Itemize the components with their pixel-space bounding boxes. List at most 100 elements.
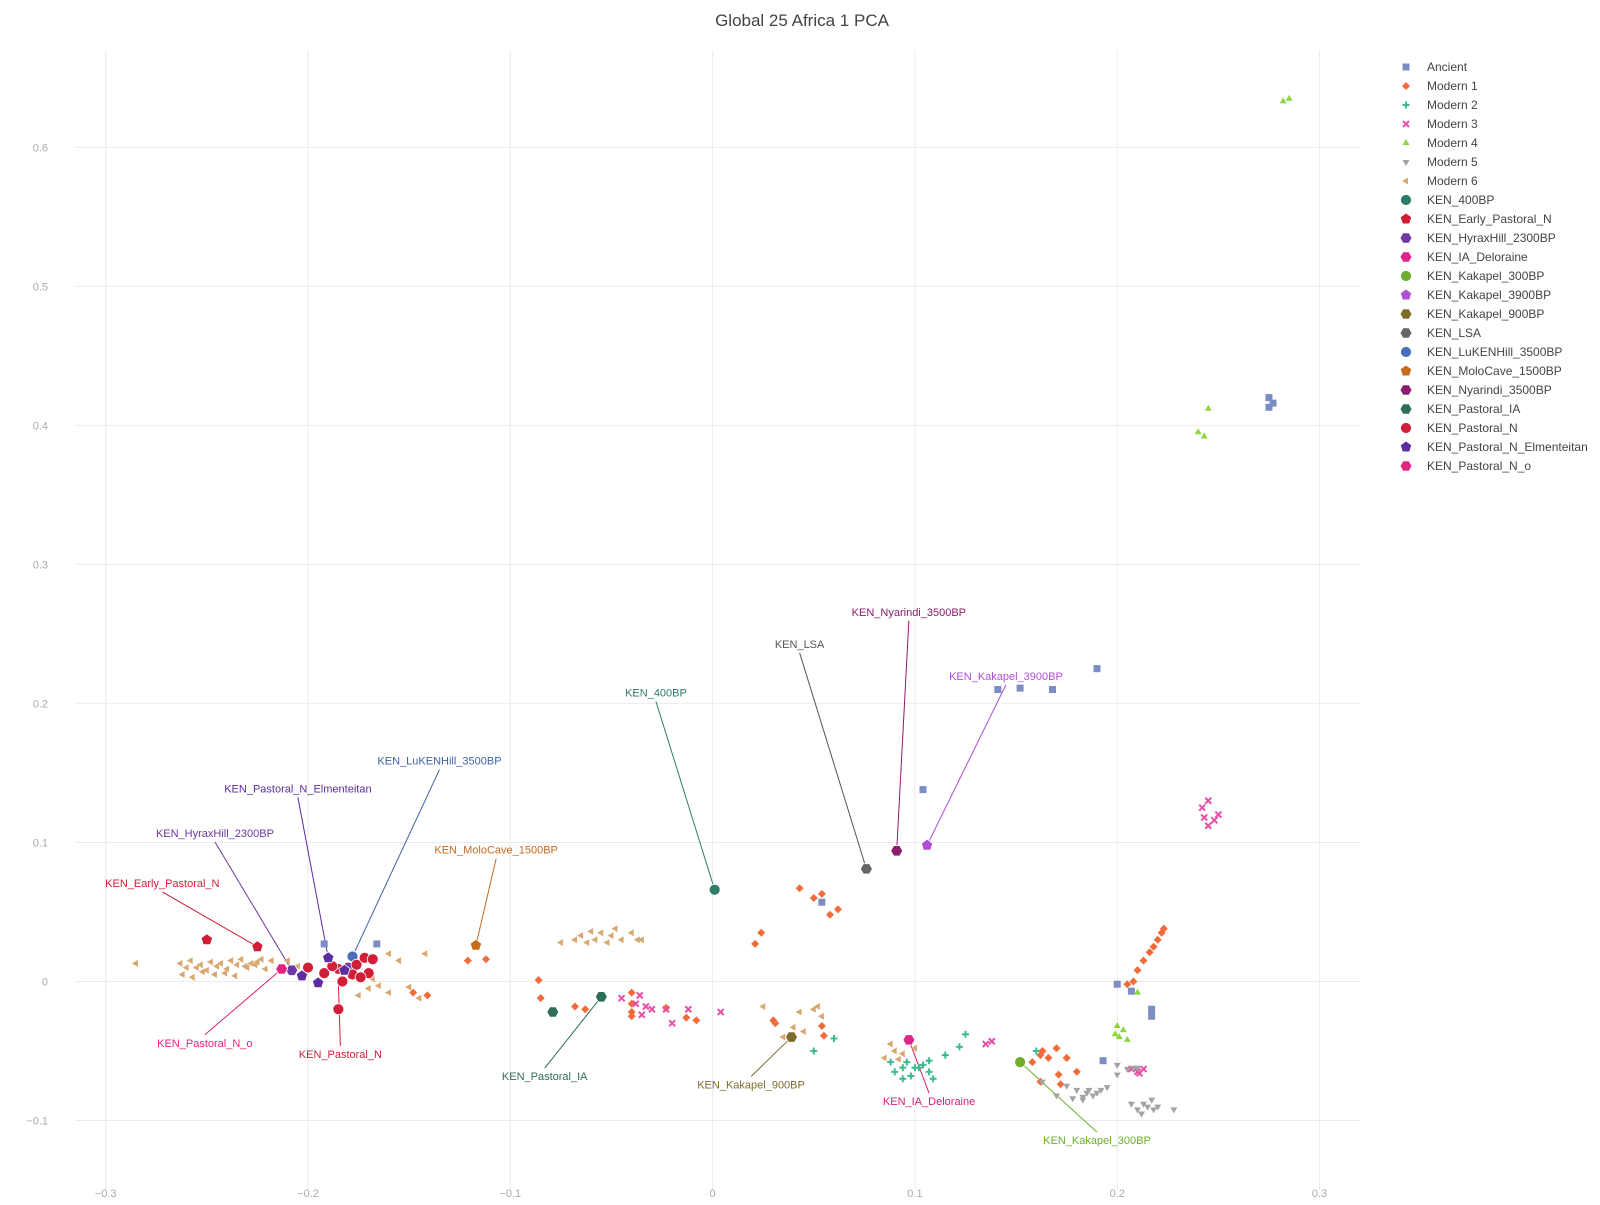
x-bar: [1198, 803, 1206, 812]
data-point: [1036, 1051, 1045, 1060]
series-ken-kakapel-300bp: [1014, 1056, 1027, 1068]
data-point: [1140, 1101, 1147, 1108]
legend-label: Modern 3: [1427, 117, 1478, 131]
x-bar: [642, 1002, 650, 1011]
data-point: [332, 1003, 345, 1016]
x-bar: [1214, 810, 1223, 819]
data-point: [899, 1064, 907, 1072]
data-point: [603, 939, 610, 946]
data-point: [907, 1072, 915, 1080]
data-point: [364, 985, 371, 992]
data-point: [1138, 1111, 1145, 1118]
data-point: [1129, 977, 1138, 986]
data-point: [627, 988, 636, 997]
legend-marker: [1402, 160, 1410, 166]
data-point: [405, 983, 412, 991]
series-modern-4: [1111, 94, 1293, 1042]
data-point: [1204, 404, 1212, 411]
data-point: [1148, 1097, 1156, 1104]
data-point: [1054, 1070, 1063, 1079]
x-bar: [1210, 816, 1219, 824]
data-point: [809, 1005, 816, 1013]
data-point: [1145, 948, 1154, 957]
tick-labels: −0.3 −0.2 −0.1 0 0.1 0.2 0.3 −0.1 0 0.1 0.2 0.3 0.4 0…: [26, 142, 1327, 1200]
data-point: [178, 971, 185, 978]
series-ken-nyarindi-3500bp: [890, 845, 904, 857]
legend-item: KEN_Kakapel_3900BP: [1399, 288, 1551, 302]
legend-item: Ancient: [1402, 60, 1468, 74]
data-point: [919, 786, 927, 794]
data-point: [919, 1061, 927, 1069]
legend-marker: [1399, 308, 1413, 320]
legend-marker: [1399, 212, 1413, 225]
annotation-arrow: [204, 968, 283, 1036]
data-point: [231, 972, 238, 980]
data-point: [395, 957, 401, 965]
legend-item: Modern 6: [1402, 174, 1478, 188]
data-point: [1016, 684, 1024, 692]
x-tick-label: 0: [710, 1188, 716, 1200]
data-point: [1115, 1033, 1123, 1040]
data-point: [1062, 1053, 1071, 1062]
data-point: [1097, 1087, 1105, 1094]
data-point: [1148, 1012, 1156, 1020]
data-point: [982, 1040, 990, 1048]
data-point: [751, 939, 760, 948]
legend-label: KEN_Kakapel_300BP: [1427, 269, 1544, 283]
data-point: [198, 968, 205, 976]
data-point: [1154, 1104, 1162, 1111]
data-point: [1085, 1087, 1093, 1094]
legend-marker: [1399, 288, 1413, 301]
data-point: [955, 1043, 963, 1051]
data-point: [1194, 428, 1202, 435]
legend-label: KEN_Pastoral_N_o: [1427, 459, 1531, 473]
data-point: [880, 1054, 887, 1062]
data-point: [859, 863, 873, 875]
data-point: [311, 976, 325, 989]
data-point: [795, 1008, 802, 1016]
data-point: [1111, 1030, 1119, 1037]
data-point: [536, 994, 545, 1003]
data-point: [415, 994, 422, 1002]
data-point: [597, 929, 604, 937]
series-modern-3: [617, 797, 1223, 1077]
data-point: [1153, 935, 1162, 944]
data-point: [1269, 399, 1277, 407]
data-point: [409, 988, 418, 997]
legend-label: Modern 2: [1427, 98, 1478, 112]
series-ken-400bp: [708, 883, 721, 896]
data-point: [1028, 1058, 1037, 1067]
data-point: [1048, 686, 1056, 694]
data-point: [322, 951, 335, 964]
x-bar: [1135, 1069, 1144, 1077]
legend-label: Modern 5: [1427, 155, 1478, 169]
data-point: [1200, 813, 1208, 822]
legend-item: Modern 3: [1402, 117, 1478, 131]
legend-item: KEN_IA_Deloraine: [1399, 250, 1528, 264]
legend-label: KEN_MoloCave_1500BP: [1427, 364, 1562, 378]
annotation-label: KEN_MoloCave_1500BP: [434, 845, 558, 857]
x-bar: [717, 1008, 725, 1016]
data-point: [708, 883, 721, 896]
legend-label: KEN_Pastoral_IA: [1427, 402, 1520, 416]
data-point: [132, 959, 138, 967]
data-point: [627, 1008, 636, 1016]
data-point: [251, 961, 258, 969]
data-point: [817, 889, 826, 898]
data-point: [1200, 432, 1208, 439]
annotation-arrow: [655, 701, 716, 890]
data-point: [192, 964, 199, 971]
data-point: [1198, 803, 1206, 812]
data-point: [648, 1005, 656, 1013]
data-point: [890, 845, 904, 857]
data-point: [571, 936, 577, 944]
data-point: [241, 962, 248, 970]
annotation-label: KEN_Kakapel_900BP: [697, 1080, 805, 1092]
legend-marker: [1399, 251, 1413, 263]
data-point: [692, 1016, 701, 1025]
data-point: [217, 959, 223, 967]
data-point: [817, 1022, 826, 1030]
data-point: [898, 1050, 905, 1058]
data-point: [899, 1075, 907, 1083]
